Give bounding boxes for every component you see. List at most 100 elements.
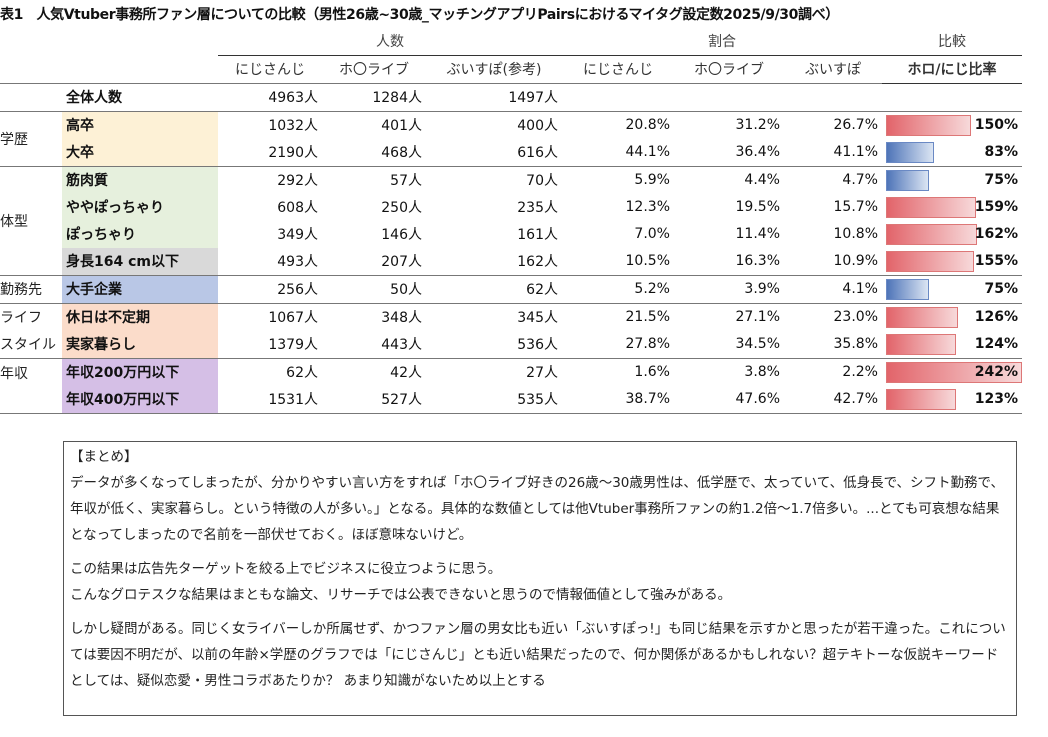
count-cell: 1067人 xyxy=(218,302,322,331)
summary-paragraph: こんなグロテスクな結果はまともな論文、リサーチでは公表できないと思うので情報価値… xyxy=(70,587,732,603)
col-ratio-vspo: ぶいすぽ xyxy=(805,62,861,78)
comparison-table: 人数 割合 比較 にじさんじ ホ〇ライブ ぶいすぽ(参考) にじさんじ ホ〇ライ… xyxy=(0,28,1022,414)
table-row: 学歴 高卒 1032人 401人 400人 20.8% 31.2% 26.7% … xyxy=(0,110,1022,166)
count-cell: 42人 xyxy=(322,357,426,386)
count-cell: 1497人 xyxy=(426,82,562,111)
row-label: 全体人数 xyxy=(62,82,218,111)
count-cell: 400人 xyxy=(426,110,562,139)
count-cell: 27人 xyxy=(426,357,562,386)
col-compare: ホロ/にじ比率 xyxy=(882,55,1022,84)
count-cell: 1032人 xyxy=(218,110,322,139)
ratio-cell: 3.9% xyxy=(674,274,784,303)
ratio-cell: 19.5% xyxy=(735,199,780,215)
compare-value: 75% xyxy=(984,280,1018,297)
compare-cell: 123% xyxy=(882,386,1022,414)
count-cell: 1379人 xyxy=(268,337,318,353)
col-count-holo: ホ〇ライブ xyxy=(339,62,409,78)
count-cell: 292人 xyxy=(218,165,322,194)
ratio-cell: 34.5% xyxy=(735,336,780,352)
ratio-cell: 4.4% xyxy=(674,165,784,194)
count-cell: 1531人 xyxy=(268,392,318,408)
count-cell: 345人 xyxy=(426,302,562,331)
table-row: 大卒 2190人 468人 616人 44.1% 36.4% 41.1% 83% xyxy=(0,138,1022,166)
ratio-cell: 27.1% xyxy=(674,302,784,331)
compare-cell: 124% xyxy=(882,331,1022,359)
compare-cell: 162% xyxy=(882,221,1022,248)
ratio-cell: 27.8% xyxy=(625,336,670,352)
row-label: 高卒 xyxy=(62,110,218,139)
count-cell: 256人 xyxy=(218,274,322,303)
count-cell: 250人 xyxy=(381,200,422,216)
count-cell: 608人 xyxy=(277,200,318,216)
compare-value: 126% xyxy=(974,308,1018,325)
ratio-cell: 36.4% xyxy=(735,144,780,160)
count-cell: 1284人 xyxy=(322,82,426,111)
category-label: スタイル xyxy=(0,337,56,353)
compare-bar xyxy=(886,361,1022,383)
ratio-cell: 44.1% xyxy=(625,144,670,160)
compare-value: 75% xyxy=(984,171,1018,188)
compare-cell: 126% xyxy=(882,302,1022,331)
count-cell: 161人 xyxy=(517,227,558,243)
table-row-total: 全体人数 4963人 1284人 1497人 xyxy=(0,82,1022,111)
compare-value: 83% xyxy=(984,143,1018,160)
row-label: 実家暮らし xyxy=(62,330,218,358)
compare-bar xyxy=(886,333,957,355)
category-label: ライフ xyxy=(0,302,62,331)
ratio-cell: 35.8% xyxy=(833,336,878,352)
compare-cell: 150% xyxy=(882,110,1022,139)
table-row: スタイル 実家暮らし 1379人 443人 536人 27.8% 34.5% 3… xyxy=(0,330,1022,359)
row-label: 年収200万円以下 xyxy=(62,357,218,386)
compare-value: 123% xyxy=(974,390,1018,407)
ratio-cell: 10.8% xyxy=(833,226,878,242)
ratio-cell: 15.7% xyxy=(833,199,878,215)
row-label: 休日は不定期 xyxy=(62,302,218,331)
count-cell: 468人 xyxy=(381,145,422,161)
category-label: 体型 xyxy=(0,165,62,275)
compare-value: 155% xyxy=(974,252,1018,269)
compare-bar xyxy=(886,169,930,191)
count-cell: 207人 xyxy=(381,254,422,270)
group-header-ratio: 割合 xyxy=(562,28,882,56)
ratio-cell: 4.7% xyxy=(784,165,882,194)
ratio-cell: 10.5% xyxy=(625,253,670,269)
col-ratio-nijisanji: にじさんじ xyxy=(583,62,653,78)
ratio-cell: 4.1% xyxy=(784,274,882,303)
summary-paragraph: しかし疑問がある。同じく女ライバーしか所属せず、かつファン層の男女比も近い「ぶい… xyxy=(70,621,1006,689)
table-row: 年収400万円以下 1531人 527人 535人 38.7% 47.6% 42… xyxy=(0,385,1022,414)
compare-bar xyxy=(886,223,978,245)
table-row: 体型 筋肉質 292人 57人 70人 5.9% 4.4% 4.7% 75% xyxy=(0,165,1022,275)
ratio-cell: 41.1% xyxy=(833,144,878,160)
count-cell: 235人 xyxy=(517,200,558,216)
summary-heading: 【まとめ】 xyxy=(70,449,138,465)
col-count-vspo: ぶいすぽ(参考) xyxy=(446,62,542,78)
ratio-cell: 5.2% xyxy=(562,274,674,303)
table-row: 年収 年収200万円以下 62人 42人 27人 1.6% 3.8% 2.2% … xyxy=(0,357,1022,413)
ratio-cell: 11.4% xyxy=(735,226,780,242)
count-cell: 527人 xyxy=(381,392,422,408)
count-cell: 70人 xyxy=(426,165,562,194)
count-cell: 493人 xyxy=(277,254,318,270)
ratio-cell: 12.3% xyxy=(625,199,670,215)
count-cell: 2190人 xyxy=(268,145,318,161)
ratio-cell: 47.6% xyxy=(735,391,780,407)
table-title: 表1 人気Vtuber事務所ファン層についての比較（男性26歳~30歳_マッチン… xyxy=(0,7,839,23)
count-cell: 62人 xyxy=(426,274,562,303)
count-cell: 443人 xyxy=(381,337,422,353)
row-label: 大卒 xyxy=(62,138,218,166)
ratio-cell: 20.8% xyxy=(562,110,674,139)
compare-value: 242% xyxy=(974,363,1018,380)
compare-value: 150% xyxy=(974,116,1018,133)
ratio-cell: 26.7% xyxy=(784,110,882,139)
ratio-cell: 38.7% xyxy=(625,391,670,407)
compare-cell: 75% xyxy=(882,165,1022,194)
ratio-cell: 23.0% xyxy=(784,302,882,331)
col-ratio-holo: ホ〇ライブ xyxy=(694,62,764,78)
table-row: ややぽっちゃり 608人 250人 235人 12.3% 19.5% 15.7%… xyxy=(0,193,1022,221)
row-label: 大手企業 xyxy=(62,274,218,303)
table-row: ぽっちゃり 349人 146人 161人 7.0% 11.4% 10.8% 16… xyxy=(0,220,1022,248)
row-label: 筋肉質 xyxy=(62,165,218,194)
ratio-cell: 21.5% xyxy=(562,302,674,331)
compare-bar xyxy=(886,388,956,410)
compare-cell: 155% xyxy=(882,248,1022,276)
